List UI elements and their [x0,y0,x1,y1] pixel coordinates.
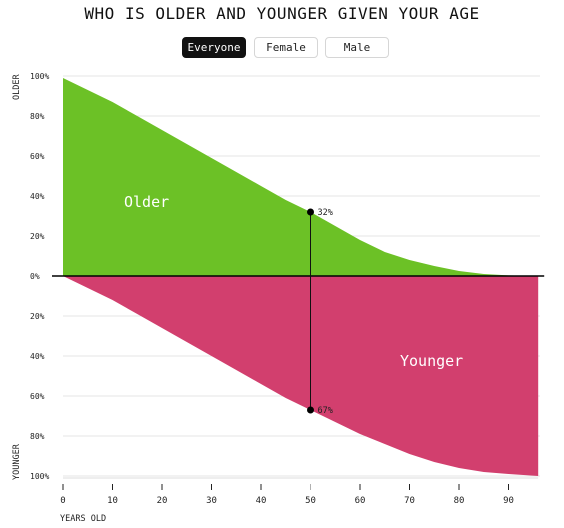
older-area-label: Older [124,193,169,211]
y-tick-label: 60% [30,152,45,161]
x-tick-label: 50 [305,496,316,506]
y-tick-label: 100% [30,472,49,481]
x-tick-label: 80 [454,496,465,506]
y-tick-label: 0% [30,272,40,281]
toggle-female[interactable]: Female [254,37,318,58]
y-tick-label: 20% [30,232,45,241]
y-tick-label: 100% [30,72,49,81]
value-marker-dot[interactable] [307,406,314,414]
x-tick-label: 40 [256,496,267,506]
x-tick-label: 0 [60,496,65,506]
y-axis-label-older: OLDER [12,74,22,100]
y-tick-label: 40% [30,192,45,201]
chart-title: WHO IS OLDER AND YOUNGER GIVEN YOUR AGE [84,4,480,23]
y-tick-label: 40% [30,352,45,361]
x-tick-label: 30 [206,496,217,506]
y-tick-label: 20% [30,312,45,321]
toggle-everyone[interactable]: Everyone [182,37,246,58]
y-axis-label-younger: YOUNGER [12,443,22,480]
x-axis-label: YEARS OLD [60,514,106,524]
y-tick-label: 60% [30,392,45,401]
value-marker-label: 32% [318,208,333,218]
x-tick-label: 60 [355,496,366,506]
x-tick-label: 70 [404,496,415,506]
younger-area-label: Younger [400,352,463,370]
value-marker-label: 67% [318,406,333,416]
toggle-male[interactable]: Male [325,37,389,58]
younger-area [63,276,539,476]
x-tick-label: 90 [503,496,514,506]
x-tick-label: 20 [157,496,168,506]
older-area [63,78,539,276]
y-tick-label: 80% [30,112,45,121]
y-tick-label: 80% [30,432,45,441]
value-marker-dot[interactable] [307,208,314,216]
x-tick-label: 10 [107,496,118,506]
